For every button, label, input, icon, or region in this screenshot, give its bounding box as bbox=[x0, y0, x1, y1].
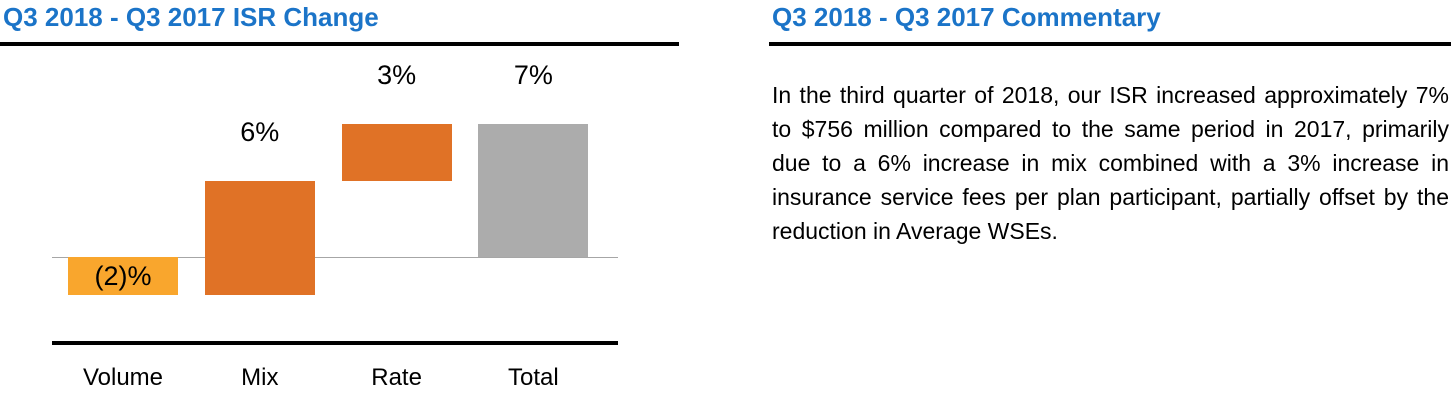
bar-value-label: 3% bbox=[377, 60, 417, 90]
chart-title: Q3 2018 - Q3 2017 ISR Change bbox=[3, 2, 379, 32]
bar-value-label: 6% bbox=[240, 117, 280, 147]
category-axis-label: Mix bbox=[241, 364, 279, 391]
waterfall-plot: (2)% Volume 6% Mix 3% Rate 7% Total bbox=[0, 0, 679, 401]
category-axis-label: Total bbox=[508, 364, 559, 391]
zero-baseline-line bbox=[52, 257, 618, 258]
category-axis-label: Rate bbox=[371, 364, 422, 391]
x-axis-line bbox=[52, 341, 618, 345]
bar-value-label: (2)% bbox=[94, 260, 152, 291]
chart-title-rule bbox=[0, 42, 679, 46]
category-axis-label: Volume bbox=[82, 364, 164, 391]
commentary-text: In the third quarter of 2018, our ISR in… bbox=[772, 82, 1449, 244]
waterfall-bar bbox=[68, 257, 178, 295]
waterfall-bar bbox=[204, 181, 315, 295]
waterfall-bar bbox=[341, 124, 452, 181]
waterfall-bar bbox=[478, 124, 589, 257]
commentary-title-rule bbox=[769, 42, 1451, 46]
bar-value-label: 7% bbox=[513, 60, 553, 90]
commentary-title: Q3 2018 - Q3 2017 Commentary bbox=[772, 2, 1161, 32]
